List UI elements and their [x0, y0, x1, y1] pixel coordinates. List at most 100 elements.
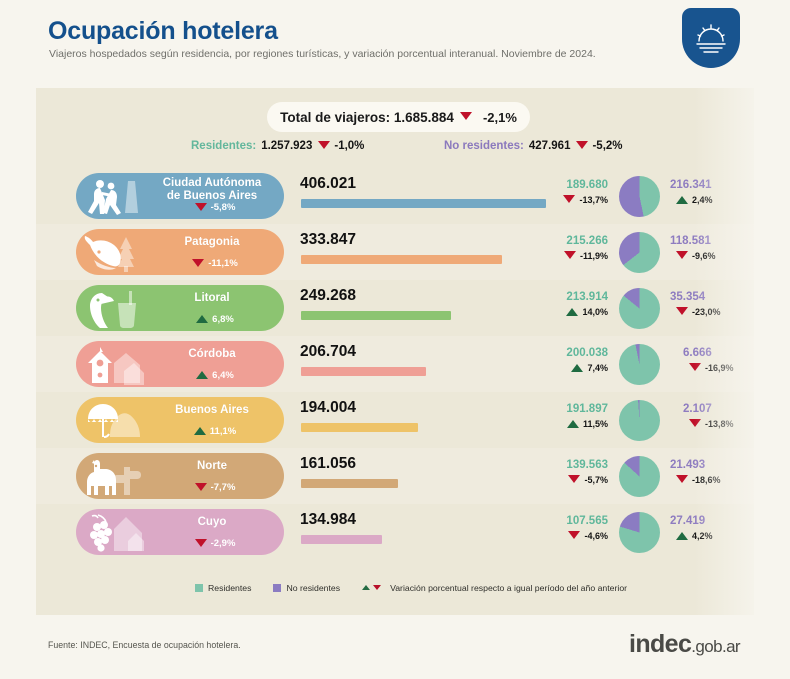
subtotal-no-residentes-label: No residentes:	[444, 140, 524, 152]
region-row[interactable]: Patagonia -11,1% 333.847 215.266 -11,9% 118.5…	[36, 224, 754, 280]
page-subtitle: Viajeros hospedados según residencia, po…	[49, 48, 596, 60]
no-residentes-value: 27.419	[670, 515, 706, 527]
no-residentes-pct: -23,0%	[670, 307, 740, 317]
subtotals-row: Residentes: 1.257.923 -1,0% No residente…	[36, 140, 754, 162]
trend-down-icon	[689, 419, 701, 427]
no-residentes-value: 35.354	[670, 291, 706, 303]
region-name: Norte	[196, 460, 228, 472]
trend-down-icon	[194, 202, 207, 211]
region-row[interactable]: Córdoba 6,4% 206.704 200.038 7,4% 6.666 -16,9%	[36, 336, 754, 392]
no-residentes-pct: 2,4%	[670, 195, 740, 205]
trend-down-icon	[576, 141, 589, 149]
beach-umbrella-icon	[84, 401, 144, 443]
trend-down-icon	[459, 112, 472, 120]
toucan-mate-icon	[84, 289, 142, 331]
residence-share-pie	[619, 176, 660, 217]
region-chip[interactable]: Ciudad Autónoma de Buenos Aires -5,8%	[76, 173, 284, 219]
region-total-value: 249.268	[300, 287, 357, 304]
region-pct: 6,8%	[146, 314, 278, 325]
no-residentes-pct: -9,6%	[670, 251, 740, 261]
no-residentes-pct: -16,9%	[670, 363, 753, 373]
trend-down-icon	[568, 531, 581, 539]
residentes-pct: 7,4%	[544, 363, 608, 373]
trend-down-icon	[676, 475, 688, 483]
total-travelers-badge: Total de viajeros: 1.685.884 -2,1%	[267, 102, 530, 132]
residence-share-pie	[619, 400, 660, 441]
no-residentes-value: 118.581	[670, 235, 711, 247]
total-pct: -2,1%	[482, 109, 517, 125]
region-pct: 11,1%	[146, 426, 278, 437]
residentes-pct: 14,0%	[544, 307, 608, 317]
tango-dancers-icon	[84, 177, 140, 219]
region-pct: -5,8%	[146, 202, 278, 213]
legend-label-residentes: Residentes	[208, 583, 252, 593]
region-row[interactable]: Buenos Aires 11,1% 194.004 191.897 11,5% 2.10…	[36, 392, 754, 448]
region-name: Buenos Aires	[175, 404, 249, 416]
residentes-pct: -4,6%	[544, 531, 608, 541]
region-chip[interactable]: Cuyo -2,9%	[76, 509, 284, 555]
region-bar	[301, 311, 451, 320]
region-chip[interactable]: Norte -7,7%	[76, 453, 284, 499]
region-bar	[301, 423, 418, 432]
region-total-value: 161.056	[300, 455, 357, 472]
residentes-value: 139.563	[566, 459, 608, 471]
region-row[interactable]: Cuyo -2,9% 134.984 107.565 -4,6% 27.419 4,2%	[36, 504, 754, 560]
residentes-pct: -5,7%	[544, 475, 608, 485]
trend-down-icon	[194, 538, 207, 547]
region-row[interactable]: Norte -7,7% 161.056 139.563 -5,7% 21.493 -18,6…	[36, 448, 754, 504]
region-name: Córdoba	[188, 348, 236, 360]
residentes-value: 213.914	[566, 291, 608, 303]
legend-label-variation: Variación porcentual respecto a igual pe…	[390, 583, 628, 593]
trend-down-icon	[563, 195, 576, 203]
residentes-value: 215.266	[566, 235, 608, 247]
whale-tree-icon	[84, 233, 144, 275]
region-name: Litoral	[194, 292, 230, 304]
legend-item-no-residentes: No residentes	[273, 583, 340, 593]
region-bar	[301, 479, 398, 488]
region-row[interactable]: Ciudad Autónoma de Buenos Aires -5,8% 406.0…	[36, 168, 754, 224]
region-total-value: 406.021	[300, 175, 357, 192]
region-total-value: 206.704	[300, 343, 357, 360]
page-title: Ocupación hotelera	[48, 17, 278, 45]
residence-share-pie	[619, 344, 660, 385]
residence-share-pie	[619, 288, 660, 329]
source-note: Fuente: INDEC, Encuesta de ocupación hot…	[48, 640, 241, 650]
region-bar	[301, 367, 426, 376]
no-residentes-value: 21.493	[670, 459, 706, 471]
residence-share-pie	[619, 232, 660, 273]
region-total-value: 333.847	[300, 231, 357, 248]
subtotal-residentes: Residentes: 1.257.923 -1,0%	[191, 140, 364, 152]
indec-logo[interactable]: indec.gob.ar	[628, 630, 741, 659]
residentes-pct: 11,5%	[544, 419, 608, 429]
region-bar	[301, 199, 546, 208]
subtotal-residentes-value: 1.257.923	[261, 140, 313, 152]
page-header: Ocupación hotelera Viajeros hospedados s…	[0, 0, 790, 85]
trend-up-icon	[362, 585, 371, 590]
logo-light-text: .gob.ar	[691, 637, 740, 656]
region-chip[interactable]: Buenos Aires 11,1%	[76, 397, 284, 443]
region-chip[interactable]: Litoral 6,8%	[76, 285, 284, 331]
trend-up-icon	[676, 195, 688, 204]
no-residentes-pct: -13,8%	[670, 419, 753, 429]
chart-legend: Residentes No residentes Variación porce…	[36, 578, 754, 598]
subtotal-no-residentes: No residentes: 427.961 -5,2%	[444, 140, 623, 152]
residentes-value: 191.897	[566, 403, 608, 415]
region-name: Patagonia	[184, 236, 240, 248]
variation-arrows	[362, 585, 384, 591]
residentes-value: 107.565	[566, 515, 608, 527]
trend-down-icon	[676, 251, 688, 259]
trend-down-icon	[194, 482, 207, 491]
legend-label-no-residentes: No residentes	[286, 583, 341, 593]
trend-down-icon	[689, 363, 701, 371]
region-row[interactable]: Litoral 6,8% 249.268 213.914 14,0% 35.354 -23,…	[36, 280, 754, 336]
logo-bold-text: indec	[628, 630, 692, 658]
region-chip[interactable]: Patagonia -11,1%	[76, 229, 284, 275]
region-pct: -11,1%	[146, 258, 278, 269]
region-name: Ciudad Autónoma de Buenos Aires	[162, 177, 262, 202]
no-residentes-pct: 4,2%	[670, 531, 740, 541]
trend-up-icon	[676, 531, 688, 540]
subtotal-residentes-pct: -1,0%	[334, 140, 365, 152]
region-chip[interactable]: Córdoba 6,4%	[76, 341, 284, 387]
no-residentes-pct: -18,6%	[670, 475, 740, 485]
trend-up-icon	[196, 315, 209, 323]
